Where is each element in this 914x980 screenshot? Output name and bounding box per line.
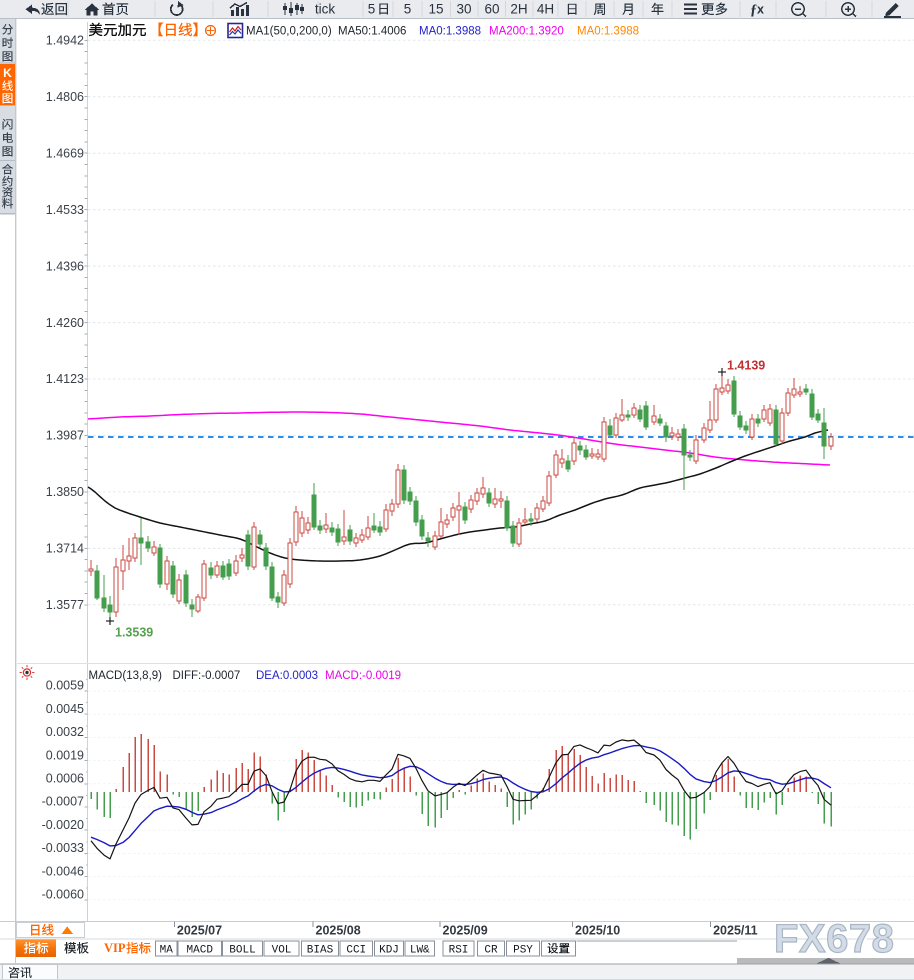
svg-text:1.3714: 1.3714 bbox=[46, 542, 84, 556]
svg-text:BIAS: BIAS bbox=[307, 945, 334, 957]
svg-text:CR: CR bbox=[484, 945, 498, 957]
svg-text:x: x bbox=[757, 3, 764, 17]
svg-text:1.3577: 1.3577 bbox=[46, 598, 84, 612]
svg-text:1.3539: 1.3539 bbox=[115, 626, 153, 640]
svg-text:VOL: VOL bbox=[272, 945, 292, 957]
svg-text:MACD(13,8,9): MACD(13,8,9) bbox=[89, 670, 163, 682]
svg-text:1.4669: 1.4669 bbox=[46, 146, 84, 160]
svg-text:BOLL: BOLL bbox=[229, 945, 255, 957]
svg-text:tick: tick bbox=[315, 2, 336, 17]
svg-text:0.0059: 0.0059 bbox=[46, 679, 84, 693]
svg-text:2025/07: 2025/07 bbox=[177, 924, 222, 938]
svg-text:MA50:1.4006: MA50:1.4006 bbox=[338, 26, 406, 38]
svg-text:5: 5 bbox=[368, 2, 376, 17]
svg-text:CCI: CCI bbox=[346, 945, 366, 957]
svg-text:0.0019: 0.0019 bbox=[46, 748, 84, 762]
svg-text:0.0045: 0.0045 bbox=[46, 702, 84, 716]
svg-text:0.0006: 0.0006 bbox=[46, 772, 84, 786]
svg-text:1.4806: 1.4806 bbox=[46, 90, 84, 104]
svg-text:RSI: RSI bbox=[449, 945, 469, 957]
svg-text:MACD:-0.0019: MACD:-0.0019 bbox=[325, 670, 401, 682]
svg-text:-0.0020: -0.0020 bbox=[42, 818, 84, 832]
svg-text:-0.0060: -0.0060 bbox=[42, 888, 84, 902]
svg-text:1.4123: 1.4123 bbox=[46, 372, 84, 386]
svg-text:MACD: MACD bbox=[187, 945, 214, 957]
svg-text:60: 60 bbox=[484, 2, 499, 17]
svg-text:FX678: FX678 bbox=[776, 919, 896, 963]
svg-text:15: 15 bbox=[428, 2, 443, 17]
svg-text:K: K bbox=[3, 66, 12, 80]
svg-text:2025/09: 2025/09 bbox=[443, 924, 488, 938]
svg-text:5: 5 bbox=[404, 2, 412, 17]
svg-text:4H: 4H bbox=[537, 2, 554, 17]
svg-text:-0.0046: -0.0046 bbox=[42, 864, 84, 878]
svg-text:DIFF:-0.0007: DIFF:-0.0007 bbox=[173, 670, 241, 682]
svg-text:MA0:1.3988: MA0:1.3988 bbox=[419, 26, 481, 38]
svg-text:1.3987: 1.3987 bbox=[46, 429, 84, 443]
svg-text:VIP: VIP bbox=[104, 941, 126, 955]
svg-text:MA200:1.3920: MA200:1.3920 bbox=[489, 26, 564, 38]
svg-text:ƒ: ƒ bbox=[750, 2, 757, 18]
svg-text:2H: 2H bbox=[510, 2, 527, 17]
svg-text:PSY: PSY bbox=[513, 945, 533, 957]
svg-text:FX678: FX678 bbox=[774, 917, 894, 961]
svg-text:-0.0033: -0.0033 bbox=[42, 841, 84, 855]
svg-text:1.4942: 1.4942 bbox=[46, 34, 84, 48]
svg-text:2025/11: 2025/11 bbox=[713, 924, 758, 938]
svg-text:LW&: LW& bbox=[410, 945, 430, 957]
svg-text:-0.0007: -0.0007 bbox=[42, 795, 84, 809]
svg-text:MA1(50,0,200,0): MA1(50,0,200,0) bbox=[246, 26, 332, 38]
svg-text:1.4396: 1.4396 bbox=[46, 259, 84, 273]
svg-text:1.4533: 1.4533 bbox=[46, 203, 84, 217]
svg-text:1.3850: 1.3850 bbox=[46, 485, 84, 499]
svg-text:MA: MA bbox=[160, 945, 174, 957]
svg-text:KDJ: KDJ bbox=[379, 945, 399, 957]
svg-text:MA0:1.3988: MA0:1.3988 bbox=[577, 26, 639, 38]
svg-text:DEA:0.0003: DEA:0.0003 bbox=[256, 670, 318, 682]
svg-text:2025/08: 2025/08 bbox=[316, 924, 361, 938]
svg-text:1.4139: 1.4139 bbox=[727, 359, 765, 373]
svg-text:2025/10: 2025/10 bbox=[575, 924, 620, 938]
svg-text:30: 30 bbox=[456, 2, 471, 17]
svg-text:1.4260: 1.4260 bbox=[46, 316, 84, 330]
svg-text:0.0032: 0.0032 bbox=[46, 725, 84, 739]
